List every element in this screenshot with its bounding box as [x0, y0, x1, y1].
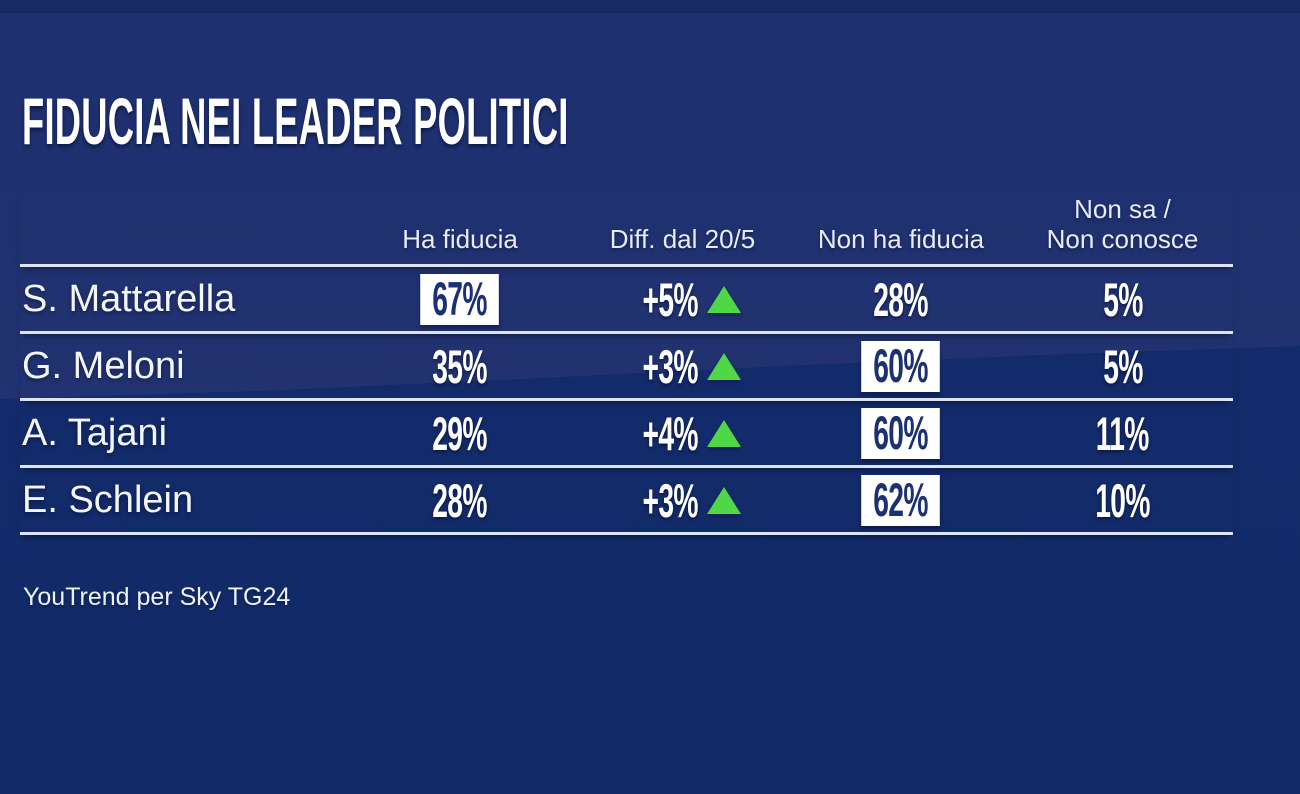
header-ha-fiducia: Ha fiducia: [402, 224, 518, 255]
table-header: Ha fiducia Diff. dal 20/5 Non ha fiducia…: [20, 190, 1233, 267]
non-sa-value: 10%: [1095, 473, 1150, 527]
diff-value: +3%: [642, 339, 699, 393]
cell-non-ha-fiducia: 60%: [790, 340, 1012, 392]
table-row: A. Tajani 29% +4% 60% 11%: [20, 401, 1233, 468]
poll-table: Ha fiducia Diff. dal 20/5 Non ha fiducia…: [20, 190, 1233, 535]
cell-non-sa: 10%: [1012, 477, 1233, 524]
cell-non-sa: 5%: [1012, 276, 1233, 323]
header-diff: Diff. dal 20/5: [609, 224, 756, 255]
ha-fiducia-value: 28%: [432, 473, 488, 527]
leader-name: A. Tajani: [22, 411, 168, 454]
header-leader-empty: [20, 255, 345, 264]
cell-ha-fiducia: 67%: [345, 273, 575, 325]
non-ha-fiducia-value: 60%: [861, 407, 941, 459]
top-dark-strip: [0, 0, 1300, 13]
header-non-sa: Non sa / Non conosce: [1046, 194, 1199, 255]
table-body: S. Mattarella 67% +5% 28% 5% G. Meloni 35% +3% 6…: [20, 267, 1233, 535]
non-ha-fiducia-value: 62%: [861, 474, 941, 526]
ha-fiducia-value: 29%: [432, 406, 488, 460]
header-non-ha-fiducia: Non ha fiducia: [817, 224, 985, 255]
cell-non-sa: 5%: [1012, 343, 1233, 390]
table-row: E. Schlein 28% +3% 62% 10%: [20, 468, 1233, 535]
leader-name: G. Meloni: [22, 344, 185, 387]
up-triangle-icon: [706, 352, 741, 380]
non-sa-value: 11%: [1095, 406, 1150, 460]
cell-ha-fiducia: 28%: [345, 477, 575, 524]
leader-name: S. Mattarella: [22, 277, 236, 320]
cell-diff: +5%: [575, 276, 790, 323]
ha-fiducia-value: 67%: [420, 273, 500, 325]
cell-ha-fiducia: 35%: [345, 343, 575, 390]
source-credit: YouTrend per Sky TG24: [23, 583, 291, 611]
cell-ha-fiducia: 29%: [345, 410, 575, 457]
non-sa-value: 5%: [1102, 339, 1143, 393]
diff-value: +5%: [642, 272, 699, 326]
cell-non-ha-fiducia: 62%: [790, 474, 1012, 526]
table-row: G. Meloni 35% +3% 60% 5%: [20, 334, 1233, 401]
non-ha-fiducia-value: 28%: [873, 272, 929, 326]
up-triangle-icon: [706, 486, 741, 514]
cell-non-ha-fiducia: 60%: [790, 407, 1012, 459]
diff-value: +3%: [642, 473, 699, 527]
page-title: FIDUCIA NEI LEADER POLITICI: [22, 84, 569, 158]
diff-value: +4%: [642, 406, 699, 460]
cell-diff: +3%: [575, 343, 790, 390]
cell-diff: +3%: [575, 477, 790, 524]
non-sa-value: 5%: [1102, 272, 1143, 326]
table-row: S. Mattarella 67% +5% 28% 5%: [20, 267, 1233, 334]
up-triangle-icon: [706, 419, 741, 447]
up-triangle-icon: [706, 285, 741, 313]
leader-name: E. Schlein: [22, 478, 194, 521]
cell-diff: +4%: [575, 410, 790, 457]
ha-fiducia-value: 35%: [432, 339, 488, 393]
non-ha-fiducia-value: 60%: [861, 340, 941, 392]
cell-non-ha-fiducia: 28%: [790, 276, 1012, 323]
cell-non-sa: 11%: [1012, 410, 1233, 457]
